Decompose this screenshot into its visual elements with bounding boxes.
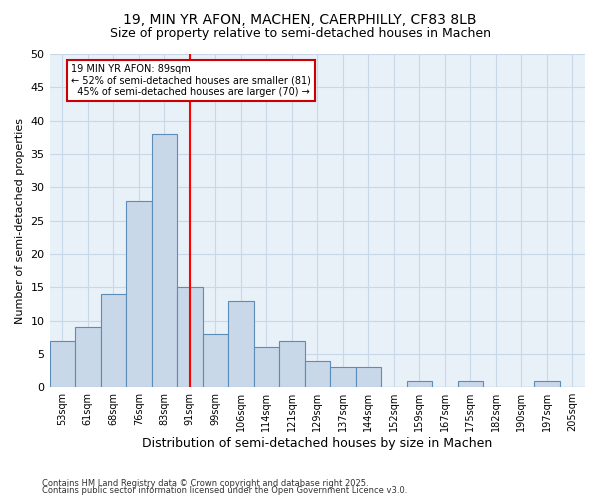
Bar [203, 334, 228, 387]
Text: 19, MIN YR AFON, MACHEN, CAERPHILLY, CF83 8LB: 19, MIN YR AFON, MACHEN, CAERPHILLY, CF8… [123, 12, 477, 26]
Bar [356, 367, 381, 387]
Bar [458, 380, 483, 387]
Text: Contains public sector information licensed under the Open Government Licence v3: Contains public sector information licen… [42, 486, 407, 495]
Bar [254, 347, 279, 387]
Bar [330, 367, 356, 387]
Bar [126, 200, 152, 387]
Bar [177, 287, 203, 387]
Bar [407, 380, 432, 387]
Text: Size of property relative to semi-detached houses in Machen: Size of property relative to semi-detach… [110, 28, 491, 40]
Text: 19 MIN YR AFON: 89sqm
← 52% of semi-detached houses are smaller (81)
  45% of se: 19 MIN YR AFON: 89sqm ← 52% of semi-deta… [71, 64, 311, 97]
Text: Contains HM Land Registry data © Crown copyright and database right 2025.: Contains HM Land Registry data © Crown c… [42, 478, 368, 488]
Y-axis label: Number of semi-detached properties: Number of semi-detached properties [15, 118, 25, 324]
Bar [50, 340, 75, 387]
Bar [228, 300, 254, 387]
Bar [101, 294, 126, 387]
Bar [152, 134, 177, 387]
Bar [534, 380, 560, 387]
Bar [305, 360, 330, 387]
X-axis label: Distribution of semi-detached houses by size in Machen: Distribution of semi-detached houses by … [142, 437, 493, 450]
Bar [279, 340, 305, 387]
Bar [75, 327, 101, 387]
